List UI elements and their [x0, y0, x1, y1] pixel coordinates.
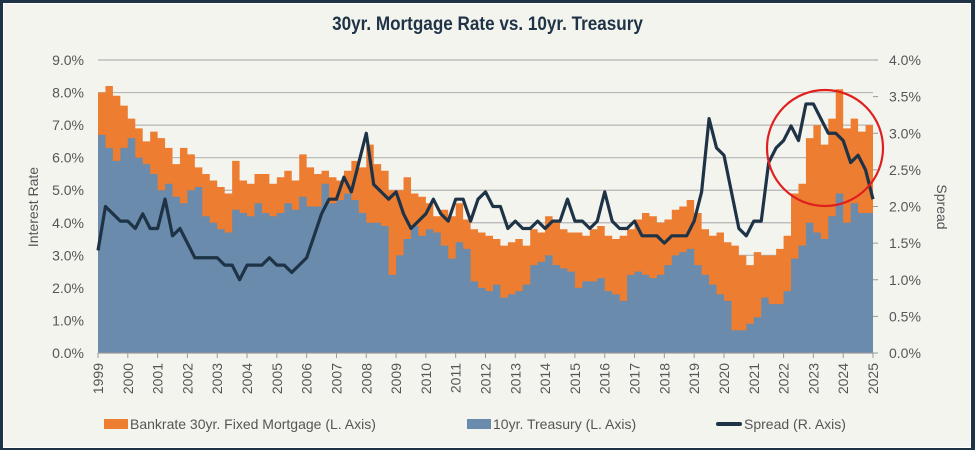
y-left-tick-label: 1.0%	[52, 312, 84, 328]
x-tick-label: 2009	[388, 363, 404, 394]
left-axis-title: Interest Rate	[25, 167, 41, 247]
y-right-tick-label: 4.0%	[889, 52, 921, 68]
legend: Bankrate 30yr. Fixed Mortgage (L. Axis) …	[0, 412, 975, 436]
x-tick-label: 2003	[209, 363, 225, 394]
x-tick-label: 2005	[269, 363, 285, 394]
legend-label-mortgage: Bankrate 30yr. Fixed Mortgage (L. Axis)	[130, 416, 376, 432]
legend-item-treasury: 10yr. Treasury (L. Axis)	[467, 412, 636, 436]
legend-item-spread: Spread (R. Axis)	[716, 412, 846, 436]
x-tick-label: 2013	[507, 363, 523, 394]
x-tick-label: 2015	[567, 363, 583, 394]
legend-item-mortgage: Bankrate 30yr. Fixed Mortgage (L. Axis)	[104, 412, 376, 436]
x-tick-label: 2019	[686, 363, 702, 394]
x-tick-label: 2011	[448, 363, 464, 393]
y-right-tick-label: 1.5%	[889, 235, 921, 251]
x-tick-label: 2024	[835, 363, 851, 394]
y-left-tick-label: 2.0%	[52, 280, 84, 296]
y-left-tick-label: 0.0%	[52, 345, 84, 361]
x-tick-label: 2004	[239, 363, 255, 394]
spread-series	[96, 102, 875, 282]
y-left-tick-label: 9.0%	[52, 52, 84, 68]
y-right-tick-label: 0.5%	[889, 308, 921, 324]
legend-swatch-spread	[716, 422, 742, 426]
y-left-tick-label: 7.0%	[52, 117, 84, 133]
x-tick-label: 2022	[776, 363, 792, 394]
x-tick-label: 2012	[478, 363, 494, 394]
area-series	[98, 86, 873, 354]
x-tick-label: 2014	[537, 363, 553, 394]
x-tick-label: 2021	[746, 363, 762, 394]
x-tick-label: 2008	[358, 363, 374, 394]
y-right-tick-label: 0.0%	[889, 345, 921, 361]
legend-label-spread: Spread (R. Axis)	[744, 416, 846, 432]
x-tick-label: 1999	[90, 363, 106, 394]
x-tick-label: 2018	[656, 363, 672, 394]
chart-title: 30yr. Mortgage Rate vs. 10yr. Treasury	[332, 14, 643, 35]
x-tick-label: 2023	[805, 363, 821, 394]
y-left-tick-label: 3.0%	[52, 247, 84, 263]
annotation-layer	[765, 88, 885, 208]
legend-swatch-mortgage	[104, 419, 128, 429]
y-left-tick-label: 8.0%	[52, 85, 84, 101]
x-tick-label: 2016	[597, 363, 613, 394]
x-tick-label: 2002	[179, 363, 195, 394]
x-tick-label: 2020	[716, 363, 732, 394]
y-left-tick-label: 6.0%	[52, 150, 84, 166]
y-right-tick-label: 2.5%	[889, 162, 921, 178]
axes: 0.0% 1.0% 2.0% 3.0% 4.0% 5.0% 6.0% 7.0% 8.0% 9.0%…	[52, 52, 921, 394]
y-right-tick-label: 3.5%	[889, 89, 921, 105]
y-left-tick-label: 4.0%	[52, 215, 84, 231]
x-tick-label: 2017	[627, 363, 643, 394]
x-tick-label: 2000	[120, 363, 136, 394]
treasury-area	[98, 134, 873, 353]
y-right-tick-label: 2.0%	[889, 199, 921, 215]
legend-swatch-treasury	[467, 419, 491, 429]
x-tick-label: 2010	[418, 363, 434, 394]
x-tick-label: 2001	[150, 363, 166, 394]
spread-line	[96, 102, 875, 282]
x-tick-label: 2025	[865, 363, 881, 394]
annotation-circle	[765, 88, 885, 208]
right-axis-title: Spread	[934, 184, 950, 229]
y-left-tick-label: 5.0%	[52, 182, 84, 198]
legend-label-treasury: 10yr. Treasury (L. Axis)	[493, 416, 637, 432]
x-tick-label: 2006	[299, 363, 315, 394]
x-tick-label: 2007	[328, 363, 344, 394]
y-right-tick-label: 1.0%	[889, 272, 921, 288]
y-right-tick-label: 3.0%	[889, 125, 921, 141]
